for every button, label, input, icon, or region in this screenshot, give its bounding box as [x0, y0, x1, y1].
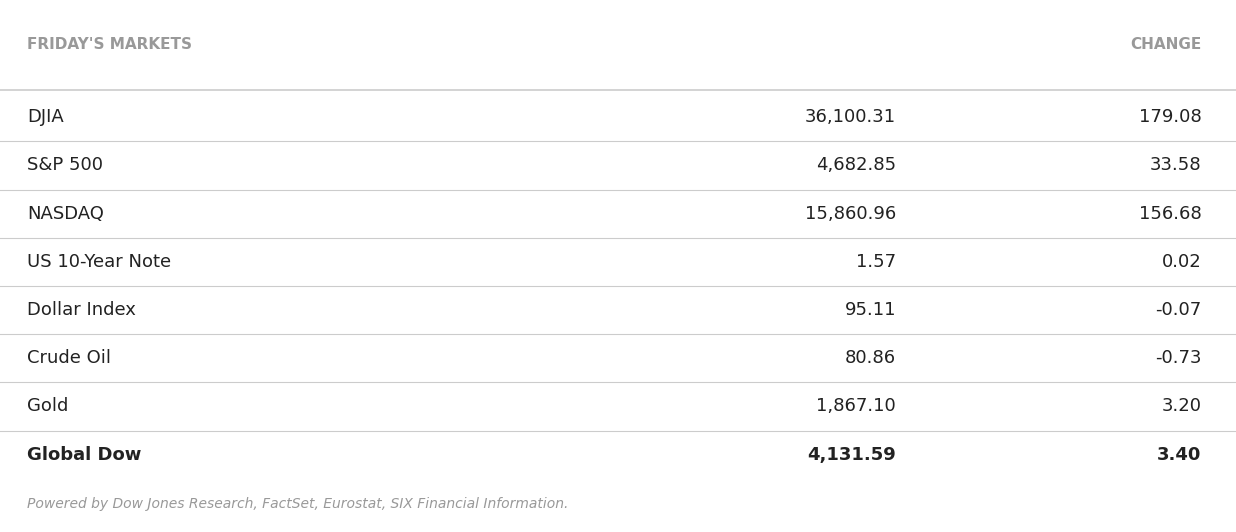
Text: Global Dow: Global Dow	[27, 446, 142, 464]
Text: S&P 500: S&P 500	[27, 156, 103, 174]
Text: 80.86: 80.86	[845, 350, 896, 367]
Text: US 10-Year Note: US 10-Year Note	[27, 253, 172, 271]
Text: 95.11: 95.11	[844, 301, 896, 319]
Text: Gold: Gold	[27, 397, 68, 415]
Text: 179.08: 179.08	[1138, 108, 1201, 126]
Text: FRIDAY'S MARKETS: FRIDAY'S MARKETS	[27, 37, 192, 52]
Text: 3.20: 3.20	[1162, 397, 1201, 415]
Text: -0.73: -0.73	[1154, 350, 1201, 367]
Text: 1,867.10: 1,867.10	[816, 397, 896, 415]
Text: 15,860.96: 15,860.96	[805, 205, 896, 222]
Text: 4,131.59: 4,131.59	[807, 446, 896, 464]
Text: 156.68: 156.68	[1138, 205, 1201, 222]
Text: NASDAQ: NASDAQ	[27, 205, 104, 222]
Text: -0.07: -0.07	[1156, 301, 1201, 319]
Text: 0.02: 0.02	[1162, 253, 1201, 271]
Text: 4,682.85: 4,682.85	[816, 156, 896, 174]
Text: 3.40: 3.40	[1157, 446, 1201, 464]
Text: 1.57: 1.57	[857, 253, 896, 271]
Text: DJIA: DJIA	[27, 108, 64, 126]
Text: CHANGE: CHANGE	[1130, 37, 1201, 52]
Text: 33.58: 33.58	[1149, 156, 1201, 174]
Text: Dollar Index: Dollar Index	[27, 301, 136, 319]
Text: Powered by Dow Jones Research, FactSet, Eurostat, SIX Financial Information.: Powered by Dow Jones Research, FactSet, …	[27, 497, 569, 511]
Text: 36,100.31: 36,100.31	[805, 108, 896, 126]
Text: Crude Oil: Crude Oil	[27, 350, 111, 367]
